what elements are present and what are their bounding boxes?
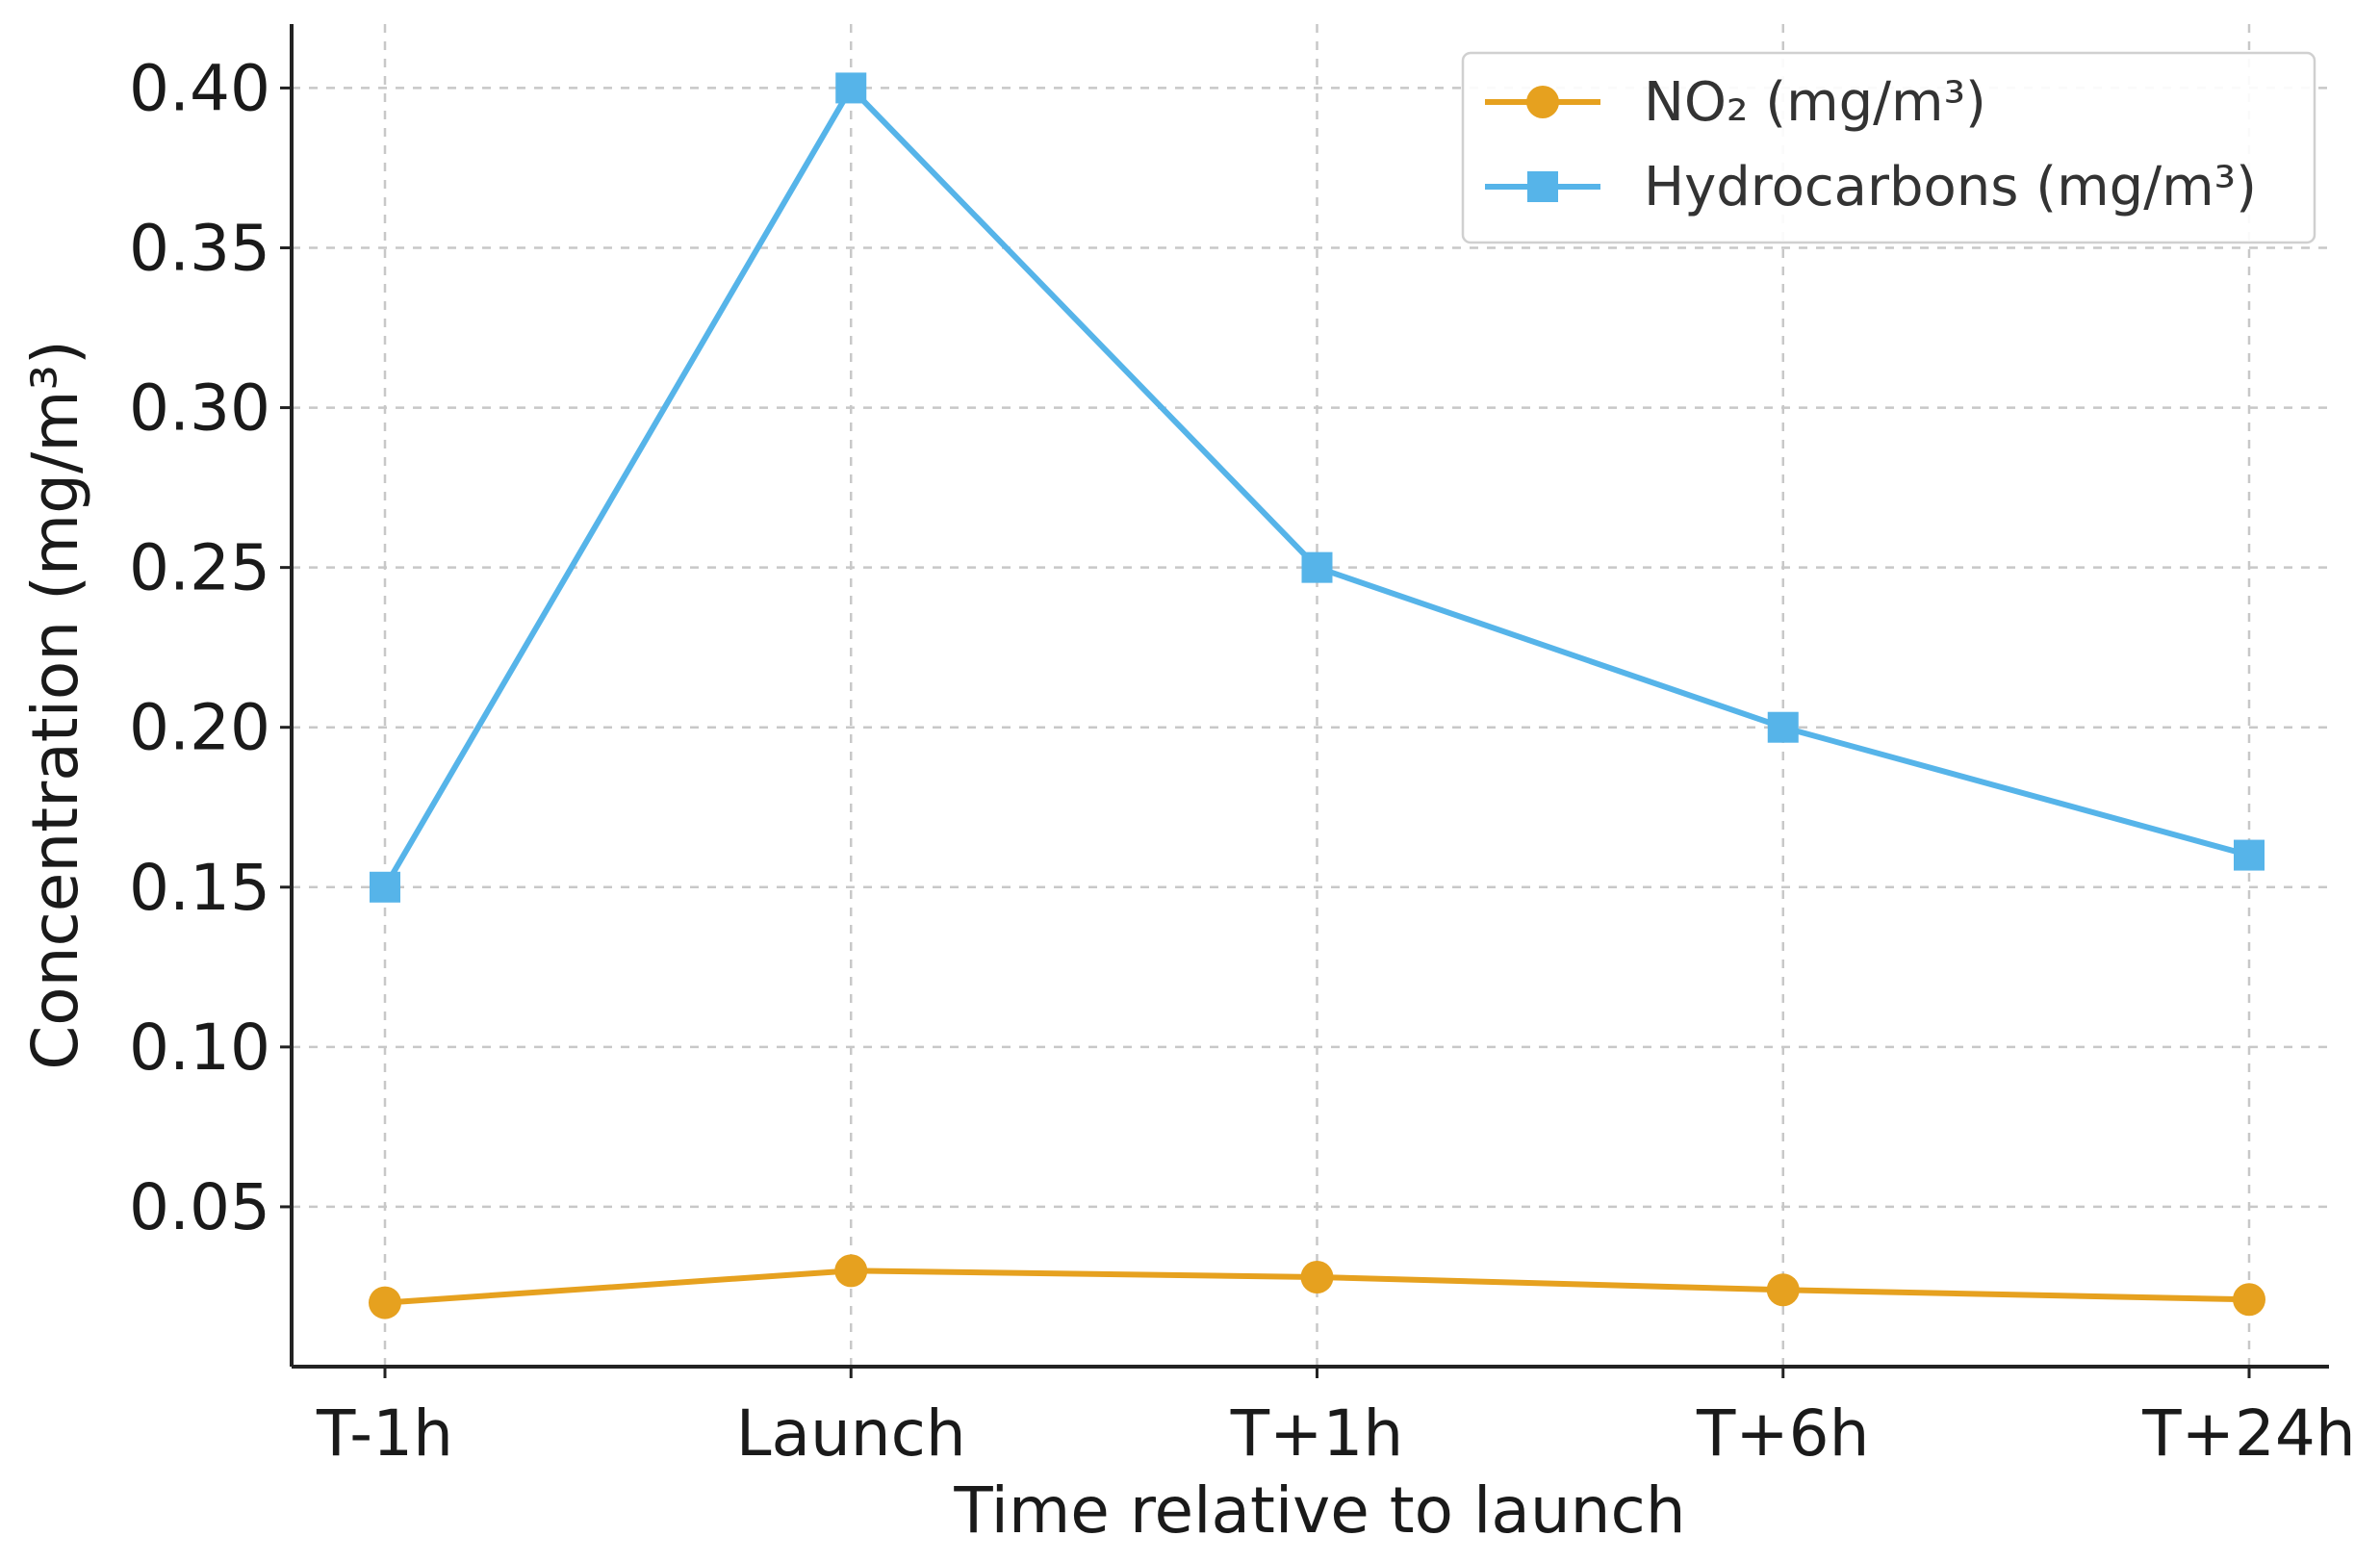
legend: NO₂ (mg/m³) Hydrocarbons (mg/m³) (1461, 51, 2316, 244)
series-1 (370, 72, 2265, 903)
y-axis-label: Concentration (mg/m³) (18, 340, 92, 1070)
data-point (1301, 551, 1333, 583)
y-tick-label: 0.15 (129, 851, 270, 925)
legend-box (1461, 51, 2316, 244)
y-tick-label: 0.05 (129, 1170, 270, 1244)
series (369, 72, 2265, 1319)
x-tick-label: T+24h (2141, 1396, 2355, 1471)
data-point (370, 871, 400, 903)
y-tick-label: 0.35 (129, 212, 270, 286)
y-tick-label: 0.40 (129, 51, 270, 125)
legend-marker (1527, 171, 1558, 202)
data-point (1300, 1261, 1334, 1293)
data-point (369, 1286, 401, 1319)
y-tick-label: 0.10 (129, 1011, 270, 1085)
data-point (2234, 839, 2265, 871)
data-point (834, 1254, 868, 1288)
data-point (1767, 711, 1799, 743)
y-tick-label: 0.30 (129, 371, 270, 446)
x-tick-label: T+6h (1696, 1396, 1869, 1471)
x-axis-label: Time relative to launch (953, 1473, 1685, 1548)
x-tick-label: Launch (736, 1396, 966, 1471)
x-tick-label: T-1h (316, 1396, 453, 1471)
legend-label: Hydrocarbons (mg/m³) (1644, 156, 2257, 218)
y-tick-label: 0.25 (129, 531, 270, 605)
legend-item: NO₂ (mg/m³) (1485, 71, 1986, 134)
legend-items: NO₂ (mg/m³) Hydrocarbons (mg/m³) (1485, 71, 2257, 218)
y-axis-ticks: 0.05 0.10 0.15 0.20 0.25 0.30 0.35 0.40 (129, 51, 292, 1244)
data-point (2233, 1283, 2265, 1317)
x-axis-ticks: T-1h Launch T+1h T+6h T+24h (316, 1367, 2356, 1471)
legend-marker (1526, 86, 1559, 118)
x-tick-label: T+1h (1230, 1396, 1403, 1471)
data-point (1766, 1273, 1800, 1307)
data-point (835, 72, 867, 104)
legend-item: Hydrocarbons (mg/m³) (1485, 156, 2257, 218)
y-tick-label: 0.20 (129, 691, 270, 765)
legend-label: NO₂ (mg/m³) (1644, 71, 1986, 134)
series-0 (369, 1254, 2265, 1319)
